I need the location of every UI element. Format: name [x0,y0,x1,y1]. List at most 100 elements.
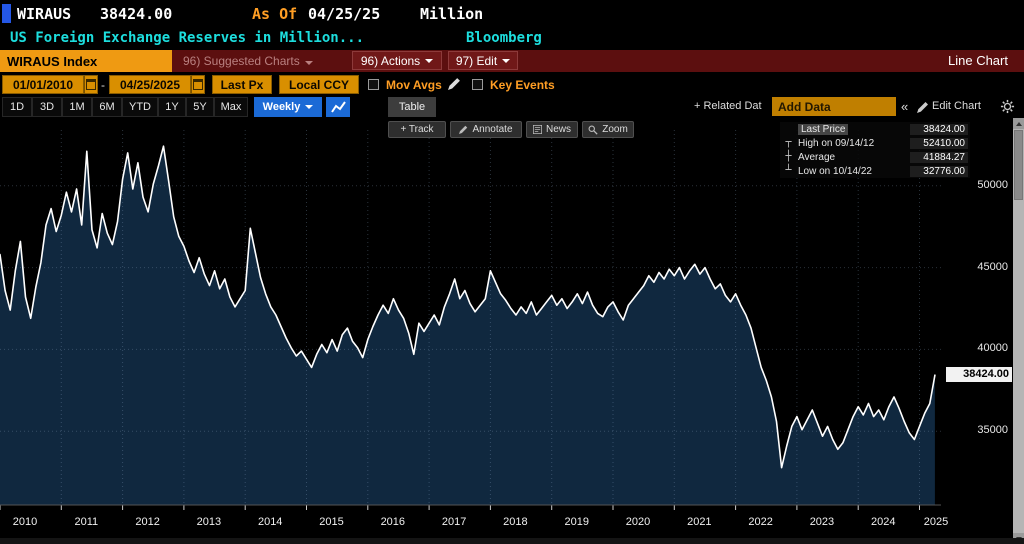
source-label: Bloomberg [466,30,542,46]
x-axis-tick-label: 2023 [809,516,835,528]
legend-label: High on 09/14/12 [798,137,875,149]
menu-bar: WIRAUS Index 96) Suggested Charts 96) Ac… [0,50,1024,72]
date-range-separator: - [101,78,105,92]
legend-row-last-price[interactable]: Last Price 38424.00 [780,122,970,136]
price-chart[interactable] [0,118,945,544]
title-bar: WIRAUS 38424.00 As Of 04/25/25 Million [0,0,1024,28]
price-type-dropdown[interactable]: Last Px [212,75,272,94]
chart-legend[interactable]: Last Price 38424.00 ┬ High on 09/14/12 5… [780,122,970,178]
y-axis-tick-label: 35000 [977,424,1008,437]
period-tab-3d[interactable]: 3D [32,97,62,117]
frequency-dropdown[interactable]: Weekly [254,97,322,117]
period-tab-1d[interactable]: 1D [2,97,32,117]
legend-value: 32776.00 [910,165,968,177]
x-axis-tick-label: 2012 [135,516,160,528]
gear-icon[interactable] [1000,99,1015,119]
x-axis-tick-label: 2017 [441,516,467,528]
pencil-icon[interactable] [448,77,461,95]
description-bar: US Foreign Exchange Reserves in Million.… [0,28,1024,50]
legend-value: 38424.00 [910,123,968,135]
actions-menu[interactable]: 96) Actions [352,51,442,70]
x-axis-tick-label: 2010 [12,516,38,528]
period-tab-max[interactable]: Max [214,97,248,117]
x-axis-tick-label: 2020 [625,516,651,528]
x-axis-tick-label: 2015 [319,516,344,528]
legend-label: Low on 10/14/22 [798,165,872,177]
annotate-button[interactable]: Annotate [450,121,522,138]
calendar-icon[interactable] [84,75,98,94]
add-data-input[interactable]: Add Data [772,97,896,116]
last-value: 38424.00 [100,5,173,23]
scrollbar-thumb[interactable] [1014,130,1023,200]
currency-dropdown[interactable]: Local CCY [279,75,359,94]
edit-menu[interactable]: 97) Edit [448,51,518,70]
legend-value: 41884.27 [910,151,968,163]
chart-controls-bar: 01/01/2010 - 04/25/2025 Last Px Local CC… [0,74,1024,96]
high-marker-icon: ┬ [785,137,792,148]
period-tab-1m[interactable]: 1M [62,97,92,117]
x-axis-tick-label: 2025 [923,516,949,528]
low-marker-icon: ┴ [785,165,792,176]
y-axis-tick-label: 45000 [977,260,1008,273]
related-data-button[interactable]: + Related Dat [694,100,762,112]
period-tab-ytd[interactable]: YTD [122,97,158,117]
key-events-checkbox[interactable] [472,79,483,90]
magnifier-icon [588,125,598,135]
y-axis-tick-label: 40000 [977,342,1008,355]
legend-label: Average [798,151,836,163]
legend-row-low[interactable]: ┴ Low on 10/14/22 32776.00 [780,164,970,178]
legend-row-high[interactable]: ┬ High on 09/14/12 52410.00 [780,136,970,150]
x-axis-tick-label: 2019 [564,516,589,528]
period-toolbar: 1D 3D 1M 6M YTD 1Y 5Y Max Weekly Table +… [0,96,1024,118]
news-button[interactable]: News [526,121,578,138]
as-of-date: 04/25/25 [308,5,381,23]
x-axis-tick-label: 2024 [870,516,896,528]
caret-down-icon [502,58,511,63]
y-axis-tick-label: 50000 [977,178,1008,191]
average-marker-icon: ┼ [785,151,792,162]
caret-down-icon [304,61,313,65]
scroll-up-icon[interactable] [1013,118,1024,129]
caret-down-icon [425,58,434,63]
suggested-charts-menu[interactable]: 96) Suggested Charts [183,54,313,68]
legend-label: Last Price [798,123,849,135]
news-icon [532,125,542,134]
legend-row-average[interactable]: ┼ Average 41884.27 [780,150,970,164]
zoom-button[interactable]: Zoom [582,121,634,138]
table-button[interactable]: Table [388,97,436,117]
x-axis-tick-label: 2018 [503,516,528,528]
last-price-axis-label: 38424.00 [946,367,1012,383]
x-axis-tick-label: 2013 [196,516,222,528]
date-to-input[interactable]: 04/25/2025 [109,75,191,94]
pencil-icon[interactable] [917,100,929,118]
bottom-edge [0,538,1024,544]
track-button[interactable]: + Track [388,121,446,138]
period-tab-1y[interactable]: 1Y [158,97,186,117]
period-tab-6m[interactable]: 6M [92,97,122,117]
as-of-label: As Of [252,5,298,23]
line-chart-icon[interactable] [326,97,350,117]
ticker-symbol: WIRAUS [17,5,72,23]
calendar-icon[interactable] [191,75,205,94]
x-axis-tick-label: 2022 [748,516,773,528]
x-axis-tick-label: 2011 [74,516,99,528]
pencil-icon [459,125,468,134]
legend-value: 52410.00 [910,137,968,149]
collapse-panel-button[interactable]: « [901,99,909,114]
period-tab-5y[interactable]: 5Y [186,97,214,117]
security-description: US Foreign Exchange Reserves in Million.… [10,30,365,46]
caret-down-icon [305,105,314,109]
security-field[interactable]: WIRAUS Index [0,50,172,72]
key-events-label: Key Events [490,78,555,92]
unit-label: Million [420,5,484,23]
terminal-window-icon [2,4,11,23]
x-axis-tick-label: 2014 [257,516,283,528]
mov-avgs-checkbox[interactable] [368,79,379,90]
x-axis-tick-label: 2021 [687,516,712,528]
vertical-scrollbar[interactable] [1013,118,1024,544]
date-from-input[interactable]: 01/01/2010 [2,75,84,94]
mov-avgs-label: Mov Avgs [386,78,442,92]
edit-chart-button[interactable]: Edit Chart [932,100,981,112]
x-axis-tick-label: 2016 [380,516,406,528]
chart-type-label: Line Chart [948,53,1008,68]
